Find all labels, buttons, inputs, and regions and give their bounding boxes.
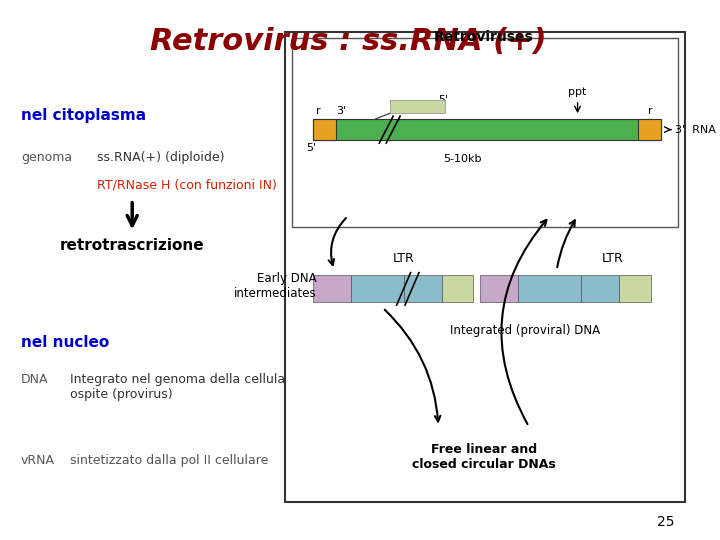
Text: vRNA: vRNA	[21, 454, 55, 467]
FancyBboxPatch shape	[285, 32, 685, 502]
Text: RT/RNase H (con funzioni IN): RT/RNase H (con funzioni IN)	[97, 178, 277, 191]
Text: Early DNA
intermediates: Early DNA intermediates	[234, 272, 317, 300]
Bar	[313, 275, 351, 302]
Text: r: r	[648, 106, 653, 116]
Text: genoma: genoma	[21, 151, 72, 164]
Text: 3': 3'	[336, 106, 346, 116]
Text: 25: 25	[657, 515, 675, 529]
Bar	[581, 275, 619, 302]
Text: ss.RNA(+) (diploide): ss.RNA(+) (diploide)	[97, 151, 225, 164]
Bar	[313, 119, 661, 140]
Text: 5-10kb: 5-10kb	[444, 154, 482, 164]
Text: Retrovirus : ss.RNA (+): Retrovirus : ss.RNA (+)	[150, 27, 546, 56]
Text: LTR: LTR	[392, 252, 415, 265]
Bar	[313, 119, 336, 140]
Text: ppt: ppt	[568, 87, 587, 97]
Text: Integrated (proviral) DNA: Integrated (proviral) DNA	[450, 324, 600, 337]
Text: Free linear and
closed circular DNAs: Free linear and closed circular DNAs	[412, 443, 556, 471]
Text: LTR: LTR	[601, 252, 624, 265]
Bar	[442, 275, 473, 302]
Text: Integrato nel genoma della cellula
ospite (provirus): Integrato nel genoma della cellula ospit…	[70, 373, 284, 401]
Bar	[518, 275, 581, 302]
Text: 3'  RNA: 3' RNA	[675, 125, 716, 134]
Text: DNA: DNA	[21, 373, 48, 386]
Bar	[404, 275, 442, 302]
Text: sintetizzato dalla pol II cellulare: sintetizzato dalla pol II cellulare	[70, 454, 268, 467]
Bar	[619, 275, 651, 302]
Bar	[351, 275, 404, 302]
Text: 5': 5'	[306, 143, 316, 153]
FancyBboxPatch shape	[292, 38, 678, 227]
Text: Retroviruses: Retroviruses	[433, 30, 534, 44]
Bar	[480, 275, 518, 302]
Bar	[390, 100, 446, 113]
Text: nel citoplasma: nel citoplasma	[21, 108, 146, 123]
Text: r: r	[315, 106, 320, 116]
Text: nel nucleo: nel nucleo	[21, 335, 109, 350]
Text: 5': 5'	[438, 95, 449, 105]
Text: retrotrascrizione: retrotrascrizione	[60, 238, 204, 253]
Bar	[638, 119, 661, 140]
